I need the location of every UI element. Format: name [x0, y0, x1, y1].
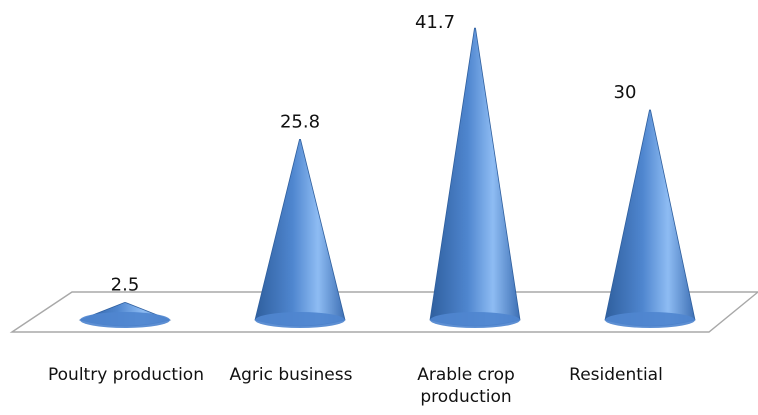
value-label: 25.8	[280, 111, 320, 132]
category-label: Agric business	[229, 365, 353, 385]
floor-plane	[9, 291, 758, 333]
category-label: Arable crop production	[417, 365, 515, 407]
value-label: 30	[614, 82, 637, 103]
cone-base	[80, 312, 170, 328]
category-label: Residential	[569, 365, 663, 385]
cone-bar	[254, 139, 346, 327]
cone-bar	[429, 27, 521, 327]
category-label: Poultry production	[48, 365, 204, 385]
cone-base	[605, 312, 695, 328]
value-label: 41.7	[415, 12, 455, 33]
cone-series	[78, 27, 696, 328]
value-label: 2.5	[111, 275, 140, 296]
cone-base	[255, 312, 345, 328]
chart-floor	[9, 291, 758, 333]
cone-bar	[604, 109, 696, 327]
value-label-layer: 2.5 25.8 41.7 30	[111, 12, 637, 296]
cone-base	[430, 312, 520, 328]
